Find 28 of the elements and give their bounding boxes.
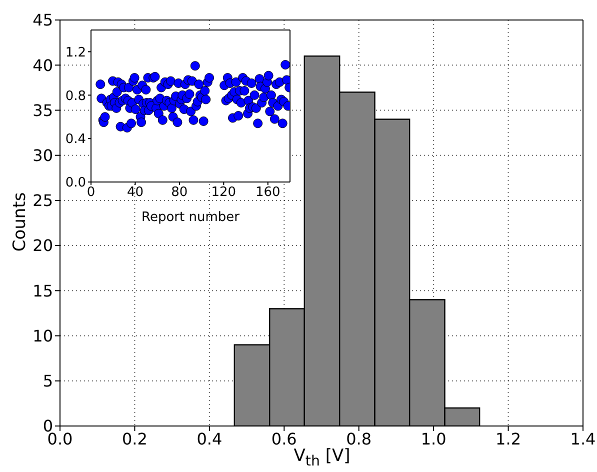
x-axis-title: Report number	[142, 210, 240, 225]
x-tick-label: 1.0	[420, 429, 446, 448]
y-tick-label: 15	[32, 281, 53, 300]
y-tick-label: 45	[32, 10, 53, 30]
y-tick-label: 20	[32, 236, 53, 256]
y-tick-label: 10	[32, 326, 53, 346]
x-tick-label: 80	[171, 185, 188, 200]
x-tick-label: 40	[126, 185, 144, 200]
x-tick-label: 0.4	[196, 429, 222, 448]
y-tick-label: 40	[32, 56, 53, 75]
x-tick-label: 160	[255, 185, 280, 200]
y-tick-label: 35	[32, 100, 53, 120]
y-tick-label: 5	[42, 372, 53, 391]
x-tick-label: 0.8	[346, 429, 372, 448]
x-tick-label: 1.2	[496, 429, 522, 448]
x-axis-title: V$_{th}$ [V]	[294, 446, 350, 470]
y-tick-label: 0.4	[65, 132, 86, 148]
x-tick-label: 0	[86, 185, 96, 200]
y-tick-label: 1.2	[65, 45, 86, 60]
x-tick-label: 0.6	[271, 429, 297, 448]
y-axis-title: Counts	[10, 190, 30, 254]
y-tick-label: 30	[32, 146, 53, 166]
x-tick-label: 120	[211, 185, 236, 200]
y-tick-label: 25	[32, 191, 53, 210]
x-tick-label: 1.4	[570, 429, 596, 448]
y-tick-label: 0.0	[65, 176, 86, 191]
y-tick-label: 0.8	[65, 88, 86, 104]
x-tick-label: 0.2	[122, 429, 148, 448]
